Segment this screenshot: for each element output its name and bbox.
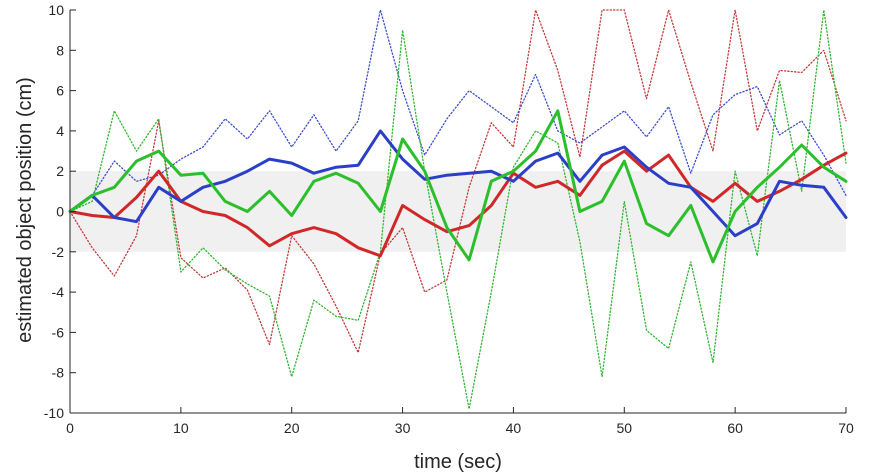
x-axis-label: time (sec) [414, 451, 502, 473]
series-line-green-raw [69, 9, 847, 410]
y-axis-label: estimated object position (cm) [14, 77, 36, 343]
x-tick-label: 70 [838, 420, 854, 436]
series-line-green-estimate [68, 109, 848, 264]
y-tick-label: -6 [52, 324, 65, 340]
y-tick-label: 6 [56, 83, 64, 99]
y-tick-label: -8 [52, 365, 65, 381]
x-tick-label: 0 [66, 420, 74, 436]
y-tick-label: -10 [44, 405, 64, 421]
series-line-red-estimate [68, 149, 848, 258]
y-tick-label: 8 [56, 42, 64, 58]
series-line-blue-raw [69, 9, 847, 213]
x-tick-label: 50 [616, 420, 632, 436]
y-tick-label: -4 [52, 284, 65, 300]
x-tick-label: 60 [727, 420, 743, 436]
x-tick-label: 20 [284, 420, 300, 436]
x-tick-label: 30 [395, 420, 411, 436]
y-tick-label: 0 [56, 204, 64, 220]
y-tick-label: 2 [56, 163, 64, 179]
tolerance-band [70, 171, 846, 252]
series-line-blue-estimate [68, 129, 848, 238]
y-tick-label: 10 [48, 2, 64, 18]
y-tick-label: 4 [56, 123, 64, 139]
series-line-red-raw [69, 9, 847, 354]
x-tick-label: 10 [173, 420, 189, 436]
x-tick-label: 40 [506, 420, 522, 436]
y-tick-label: -2 [52, 244, 65, 260]
